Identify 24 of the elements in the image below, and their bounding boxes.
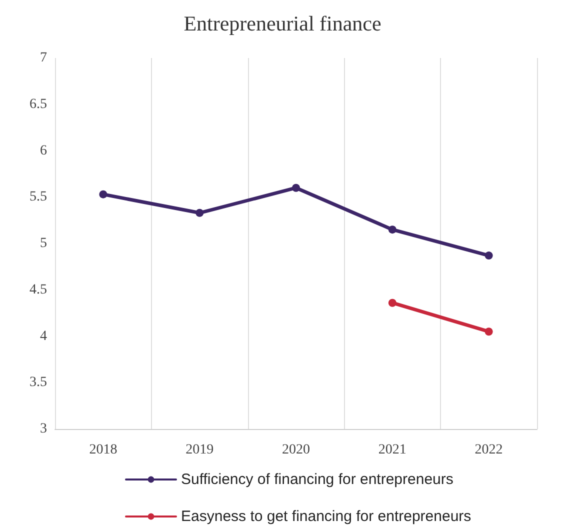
legend-label: Easyness to get financing for entrepreneurs [181, 508, 472, 525]
y-tick-label: 3.5 [30, 375, 47, 390]
point [196, 208, 204, 217]
y-tick-label: 4.5 [30, 282, 47, 298]
chart-title: Entrepreneurial finance [184, 12, 382, 36]
y-tick-label: 6 [40, 143, 47, 158]
x-tick-label: 2020 [282, 442, 310, 458]
y-tick-label: 5.5 [30, 190, 47, 205]
y-tick-label: 6.5 [30, 96, 47, 112]
x-tick-label: 2019 [186, 442, 214, 458]
legend-label: Sufficiency of financing for entrepreneurs [181, 471, 454, 488]
x-tick-label: 2021 [378, 442, 406, 458]
y-tick-label: 3 [40, 422, 47, 436]
point [484, 252, 493, 260]
point [484, 328, 493, 336]
x-tick-label: 2022 [474, 442, 503, 458]
x-tick-label: 2018 [89, 442, 118, 458]
point [99, 190, 108, 198]
y-tick-label: 4 [40, 328, 47, 344]
point [388, 226, 396, 234]
point [388, 298, 396, 307]
y-tick-label: 7 [40, 50, 47, 66]
point [292, 184, 300, 192]
y-tick-label: 5 [40, 236, 47, 251]
